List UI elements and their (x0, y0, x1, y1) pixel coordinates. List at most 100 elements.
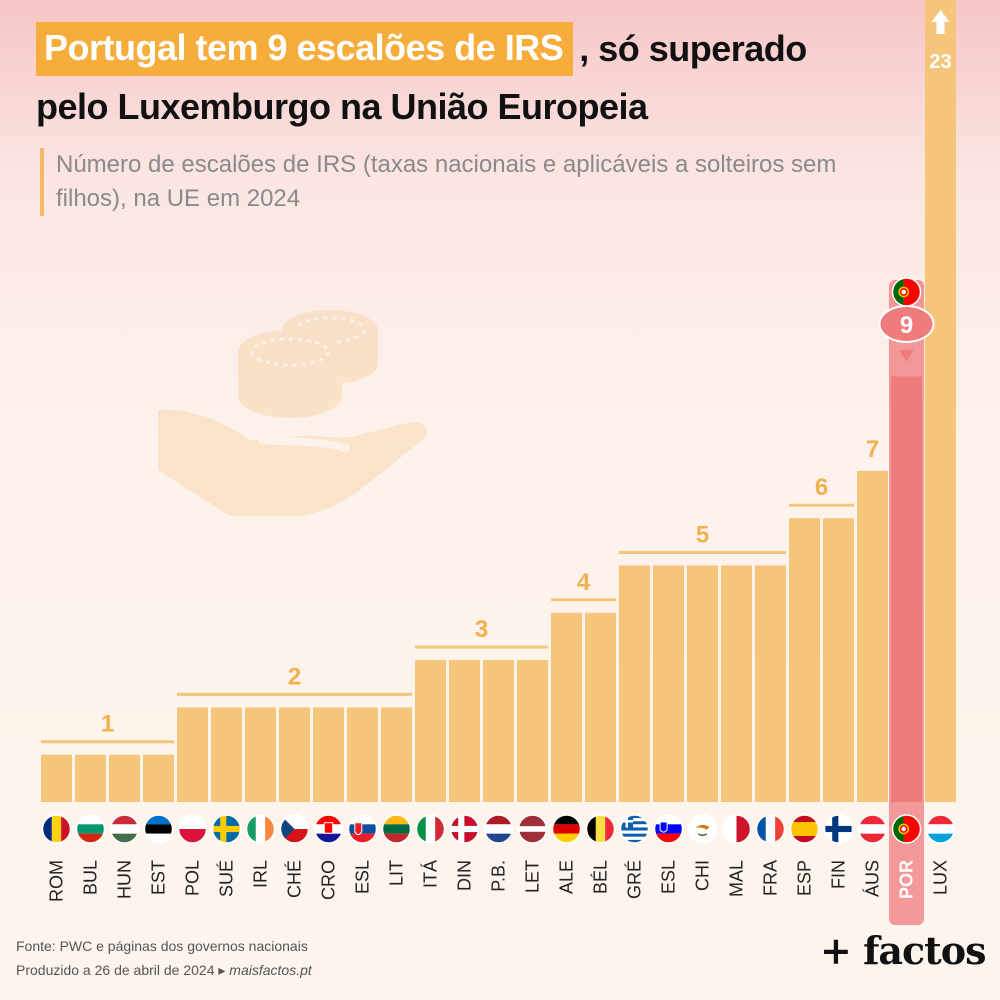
bar-ché (279, 707, 310, 802)
category-label: FRA (761, 860, 781, 896)
category-label: POL (183, 860, 203, 896)
bar-fra (755, 565, 786, 802)
portugal-flag-icon (891, 814, 922, 844)
category-label: ESP (795, 860, 815, 896)
group-label: 1 (101, 711, 114, 738)
bar-lit (381, 707, 412, 802)
pointer-triangle-icon (899, 350, 914, 362)
sweden-flag-icon (211, 814, 242, 844)
belgium-flag-icon (585, 814, 616, 844)
category-label: MAL (727, 860, 747, 897)
bulgaria-flag-icon (75, 814, 106, 844)
group-label: 4 (577, 569, 591, 596)
category-label: ITÁ (421, 860, 441, 888)
malta-flag-icon (721, 814, 752, 844)
category-label: IRL (251, 860, 271, 888)
germany-flag-icon (551, 814, 582, 844)
bar-lux (925, 0, 956, 802)
ireland-flag-icon (245, 814, 276, 844)
spain-flag-icon (789, 814, 820, 844)
category-label: DIN (455, 860, 475, 891)
category-label: GRÉ (625, 860, 645, 899)
bar-fin (823, 518, 854, 802)
croatia-flag-icon (313, 814, 344, 844)
category-label: CRO (319, 860, 339, 900)
bar-hun (109, 754, 140, 802)
poland-flag-icon (177, 814, 208, 844)
bar-esp (789, 518, 820, 802)
bar-esl (347, 707, 378, 802)
netherlands-flag-icon (483, 814, 514, 844)
title-line-2: pelo Luxemburgo na União Europeia (36, 86, 648, 127)
bar-esl (653, 565, 684, 802)
category-label: SUÉ (217, 860, 237, 897)
bar-áus (857, 470, 888, 802)
title-rest: , só superado (579, 28, 807, 69)
austria-flag-icon (857, 814, 888, 844)
category-label: POR (897, 860, 917, 899)
czechia-flag-icon (279, 814, 310, 844)
bar-pol (177, 707, 208, 802)
highlight-value-label: 9 (900, 312, 913, 339)
category-label: CHÉ (285, 860, 305, 898)
category-label: HUN (115, 860, 135, 899)
bar-rom (41, 754, 72, 802)
italy-flag-icon (415, 814, 446, 844)
france-flag-icon (755, 814, 786, 844)
category-label: P.B. (489, 860, 509, 892)
bar-gré (619, 565, 650, 802)
luxembourg-flag-icon (925, 814, 956, 844)
cyprus-flag-icon (687, 814, 718, 844)
subtitle: Número de escalões de IRS (taxas naciona… (40, 148, 886, 216)
produced-line: Produzido a 26 de abril de 2024 ▸ maisfa… (16, 962, 312, 979)
bar-let (517, 660, 548, 802)
category-label: ESL (353, 860, 373, 894)
title: Portugal tem 9 escalões de IRS , só supe… (36, 22, 807, 76)
group-label: 2 (288, 663, 301, 690)
latvia-flag-icon (517, 814, 548, 844)
category-label: CHI (693, 860, 713, 891)
category-label: BUL (81, 860, 101, 895)
source-line: Fonte: PWC e páginas dos governos nacion… (16, 938, 308, 954)
greece-flag-icon (619, 814, 650, 844)
group-label: 3 (475, 616, 488, 643)
category-label: ÁUS (863, 860, 883, 897)
lithuania-flag-icon (381, 814, 412, 844)
group-label: 5 (696, 522, 709, 549)
bar-bul (75, 754, 106, 802)
romania-flag-icon (41, 814, 72, 844)
bar-por (891, 376, 922, 802)
category-label: LUX (931, 860, 951, 895)
title-highlight: Portugal tem 9 escalões de IRS (36, 22, 574, 76)
bar-sué (211, 707, 242, 802)
bar-bél (585, 612, 616, 802)
category-label: LIT (387, 860, 407, 886)
category-label: FIN (829, 860, 849, 889)
brand-logo: + factos (820, 928, 986, 973)
bar-chi (687, 565, 718, 802)
slovenia-flag-icon (653, 814, 684, 844)
bar-irl (245, 707, 276, 802)
bar-ale (551, 612, 582, 802)
category-label: ESL (659, 860, 679, 894)
finland-flag-icon (823, 814, 854, 844)
overflow-arrow-icon (931, 10, 950, 34)
group-label: 6 (815, 474, 828, 501)
slovakia-flag-icon (347, 814, 378, 844)
denmark-flag-icon (449, 814, 480, 844)
portugal-flag-icon (891, 277, 922, 307)
bar-est (143, 754, 174, 802)
category-label: BÉL (591, 860, 611, 894)
category-label: EST (149, 860, 169, 895)
bar-p.b. (483, 660, 514, 802)
site-link[interactable]: maisfactos.pt (229, 962, 312, 978)
category-label: ROM (47, 860, 67, 902)
bar-din (449, 660, 480, 802)
category-label: ALE (557, 860, 577, 894)
hand-with-coins-icon (158, 310, 427, 516)
bar-mal (721, 565, 752, 802)
overflow-label: 23 (929, 51, 951, 73)
bar-itá (415, 660, 446, 802)
group-label: 7 (866, 436, 879, 463)
